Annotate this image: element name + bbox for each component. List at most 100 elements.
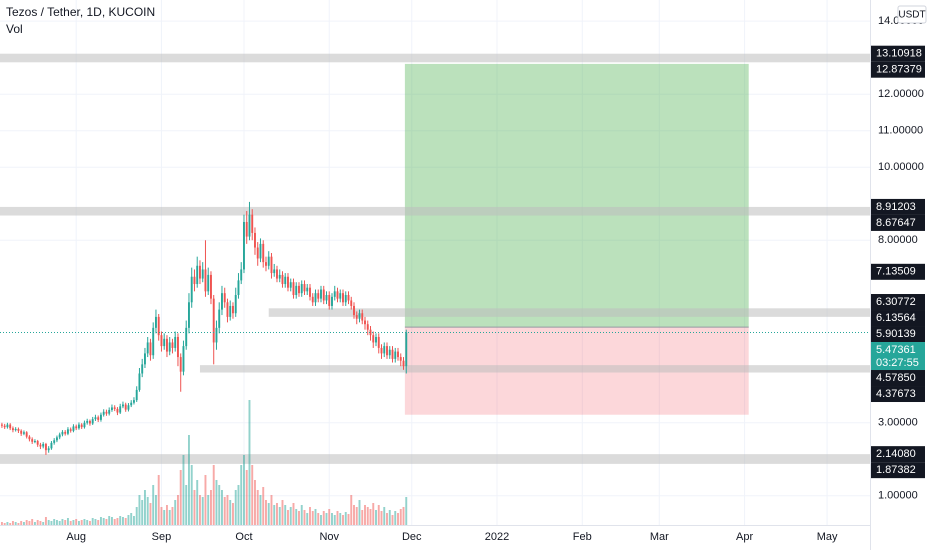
- candle-body: [331, 296, 333, 306]
- volume-bar: [369, 509, 372, 525]
- candle-body: [289, 282, 292, 288]
- volume-bar: [265, 500, 267, 525]
- candle-body: [47, 448, 50, 451]
- y-tick-label: 10.00000: [878, 161, 924, 173]
- price-label: 13.10918: [876, 48, 922, 60]
- price-label: 5.47361: [876, 344, 916, 356]
- x-tick-label: Apr: [736, 531, 753, 543]
- volume-bar: [9, 523, 12, 525]
- volume-bar: [267, 503, 270, 525]
- volume-bar: [248, 400, 251, 525]
- volume-bar: [372, 503, 375, 525]
- candle-body: [108, 409, 111, 414]
- volume-bar: [215, 480, 218, 525]
- candle-body: [88, 420, 91, 424]
- volume-bar: [366, 507, 369, 525]
- volume-bar: [405, 497, 408, 525]
- candle-body: [190, 276, 193, 303]
- candle-body: [143, 353, 146, 365]
- candle-body: [127, 405, 130, 410]
- candle-body: [20, 430, 23, 434]
- volume-bar: [55, 520, 58, 525]
- candle-body: [105, 411, 108, 414]
- volume-bar: [383, 507, 386, 525]
- candle-body: [146, 342, 149, 354]
- volume-bar: [119, 516, 122, 525]
- volume-bar: [254, 480, 256, 525]
- price-label-box: [871, 342, 925, 371]
- candle-body: [182, 346, 185, 372]
- x-tick-label: Aug: [66, 531, 86, 543]
- candle-body: [388, 349, 391, 356]
- candle-body: [212, 298, 215, 343]
- candle-body: [42, 443, 45, 447]
- volume-bar: [61, 519, 64, 525]
- volume-bar: [143, 490, 146, 525]
- candle-body: [366, 324, 369, 330]
- volume-bar: [320, 515, 322, 525]
- volume-bar: [165, 505, 168, 525]
- volume-bar: [152, 485, 155, 525]
- price-label-box: [871, 61, 925, 78]
- candle-body: [350, 300, 353, 306]
- volume-bar: [251, 465, 254, 525]
- volume-bar: [91, 518, 94, 525]
- candle-body: [193, 276, 196, 285]
- candle-body: [80, 424, 83, 428]
- candle-body: [121, 404, 124, 407]
- volume-bar: [14, 522, 17, 525]
- volume-bar: [53, 519, 56, 525]
- volume-bar: [113, 519, 116, 525]
- volume-bar: [72, 520, 75, 525]
- volume-bar: [397, 513, 399, 525]
- candle-body: [234, 294, 237, 314]
- candle-body: [314, 293, 317, 303]
- candle-body: [347, 294, 350, 301]
- candle-body: [372, 335, 375, 343]
- candle-body: [276, 269, 278, 279]
- volume-bar: [160, 507, 163, 525]
- volume-bar: [188, 435, 190, 525]
- candle-body: [229, 305, 232, 317]
- price-label: 6.30772: [876, 296, 916, 308]
- candle-body: [61, 431, 64, 435]
- volume-bar: [284, 505, 287, 525]
- candle-body: [3, 425, 6, 428]
- volume-bar: [270, 495, 273, 525]
- candle-body: [248, 214, 251, 237]
- volume-bar: [127, 515, 130, 525]
- currency-box[interactable]: [897, 5, 927, 24]
- candle-body: [77, 424, 80, 429]
- candle-body: [380, 347, 383, 354]
- x-tick-label: Sep: [152, 531, 172, 543]
- candle-body: [58, 434, 61, 438]
- candle-body: [36, 441, 39, 445]
- candle-body: [188, 302, 190, 328]
- candle-body: [281, 274, 284, 285]
- price-label: 5.90139: [876, 328, 916, 340]
- volume-bar: [204, 475, 207, 525]
- candle-body: [179, 357, 182, 372]
- candle-body: [132, 400, 135, 403]
- volume-bar: [146, 497, 149, 525]
- candle-body: [91, 419, 94, 424]
- volume-bar: [333, 515, 336, 525]
- zone: [0, 53, 870, 63]
- volume-bar: [347, 514, 350, 525]
- volume-bar: [402, 507, 405, 525]
- candle-body: [265, 262, 267, 266]
- volume-bar: [193, 490, 196, 525]
- candle-body: [33, 441, 36, 443]
- candle-body: [99, 414, 102, 420]
- candle-body: [135, 389, 138, 401]
- volume-bar: [276, 503, 278, 525]
- candle-body: [322, 289, 325, 301]
- volume-bar: [176, 495, 179, 525]
- candle-body: [284, 276, 287, 285]
- candle-body: [386, 346, 388, 356]
- volume-bar: [149, 503, 152, 525]
- volume-bar: [223, 497, 226, 525]
- candle-body: [25, 432, 28, 437]
- candle-body: [237, 280, 240, 295]
- candle-body: [119, 406, 122, 413]
